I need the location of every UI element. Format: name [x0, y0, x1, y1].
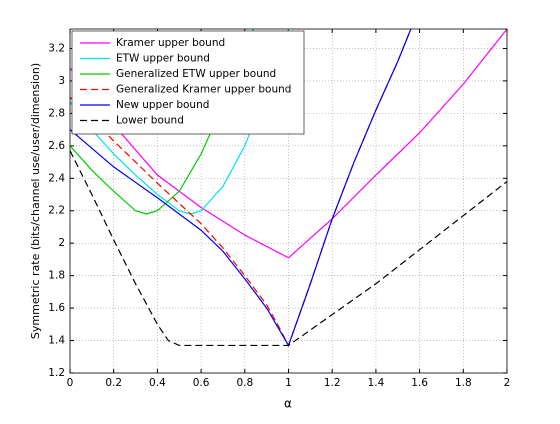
x-axis-label: α [284, 397, 292, 411]
x-tick-label: 1 [285, 377, 292, 389]
y-tick-label: 1.6 [48, 302, 65, 314]
series-line [70, 29, 290, 215]
legend-label: Lower bound [116, 115, 184, 127]
y-tick-label: 3 [58, 75, 65, 87]
y-tick-label: 2 [58, 237, 65, 249]
x-tick-label: 1.6 [411, 377, 428, 389]
x-tick-label: 1.8 [455, 377, 472, 389]
y-tick-label: 2.6 [48, 140, 65, 152]
legend-label: ETW upper bound [116, 53, 210, 65]
x-tick-label: 0.8 [236, 377, 253, 389]
series-line [70, 29, 412, 347]
legend-label: Kramer upper bound [116, 37, 225, 49]
x-tick-label: 1.2 [324, 377, 341, 389]
x-tick-label: 0.2 [105, 377, 122, 389]
y-axis-label: Symmetric rate (bits/channel use/user/di… [29, 63, 42, 339]
x-tick-label: 0 [67, 377, 74, 389]
legend-label: Generalized Kramer upper bound [116, 84, 291, 96]
legend-box [71, 30, 305, 135]
legend-label: New upper bound [116, 99, 209, 111]
x-tick-label: 0.6 [193, 377, 210, 389]
plot-frame [69, 28, 508, 374]
y-tick-label: 1.4 [48, 335, 65, 347]
x-tick-label: 2 [504, 377, 511, 389]
x-tick-label: 0.4 [149, 377, 166, 389]
y-tick-label: 3.2 [48, 42, 65, 54]
legend-label: Generalized ETW upper bound [116, 68, 276, 80]
y-tick-label: 2.4 [48, 172, 65, 184]
series-line [70, 29, 507, 259]
y-tick-label: 2.2 [48, 205, 65, 217]
y-tick-label: 1.2 [48, 367, 65, 379]
y-tick-label: 2.8 [48, 107, 65, 119]
series-line [70, 150, 507, 347]
y-tick-label: 1.8 [48, 270, 65, 282]
x-tick-label: 1.4 [368, 377, 385, 389]
